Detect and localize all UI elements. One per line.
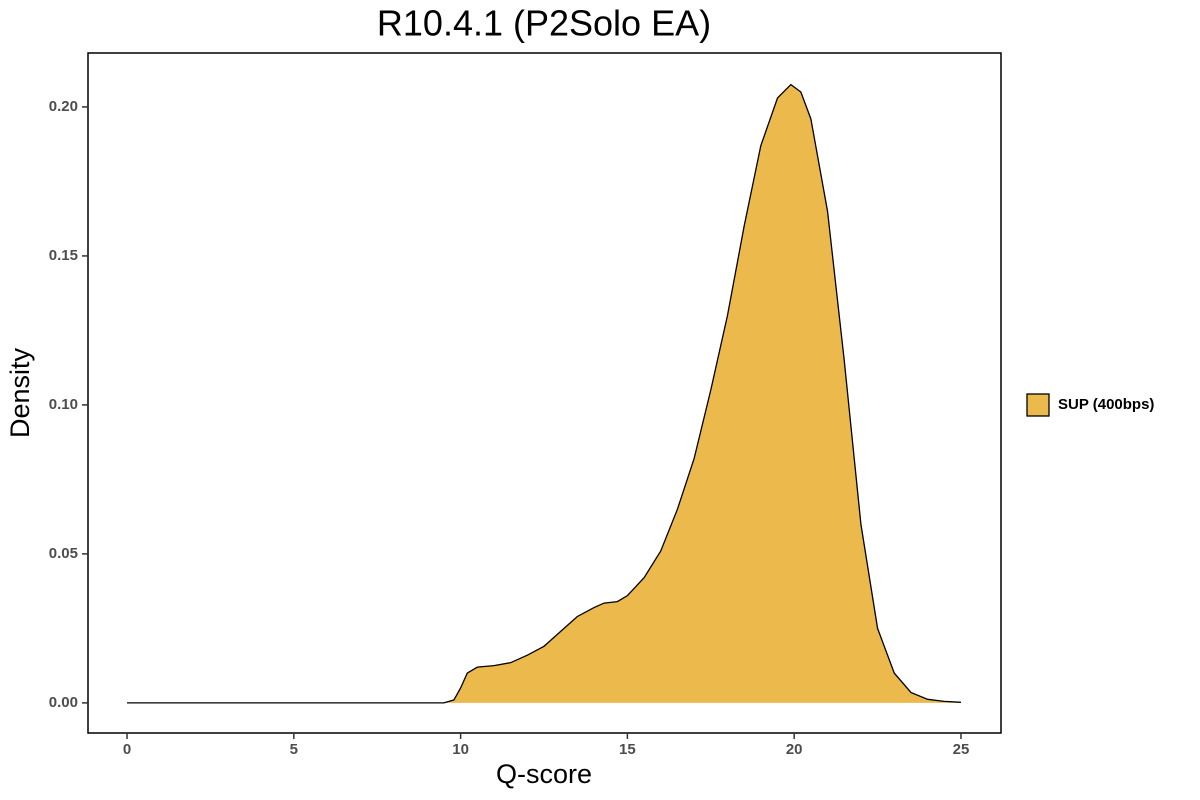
- chart-title: R10.4.1 (P2Solo EA): [377, 3, 711, 44]
- x-tick-label: 5: [290, 741, 298, 758]
- x-axis-label: Q-score: [496, 759, 592, 789]
- x-tick-label: 15: [619, 741, 636, 758]
- legend-key: [1026, 393, 1050, 417]
- x-tick-label: 10: [452, 741, 469, 758]
- y-tick-label: 0.10: [49, 396, 78, 413]
- x-tick-label: 20: [786, 741, 803, 758]
- y-tick-label: 0.05: [49, 545, 78, 562]
- density-line: [127, 83, 962, 704]
- legend-label: SUP (400bps): [1058, 396, 1154, 413]
- y-tick-label: 0.15: [49, 247, 78, 264]
- x-tick-label: 25: [953, 741, 970, 758]
- x-tick-label: 0: [123, 741, 131, 758]
- y-tick-label: 0.00: [49, 694, 78, 711]
- density-area: [127, 84, 961, 703]
- plot-border: [87, 52, 1002, 734]
- y-tick-label: 0.20: [49, 98, 78, 115]
- y-axis-label: Density: [5, 347, 35, 438]
